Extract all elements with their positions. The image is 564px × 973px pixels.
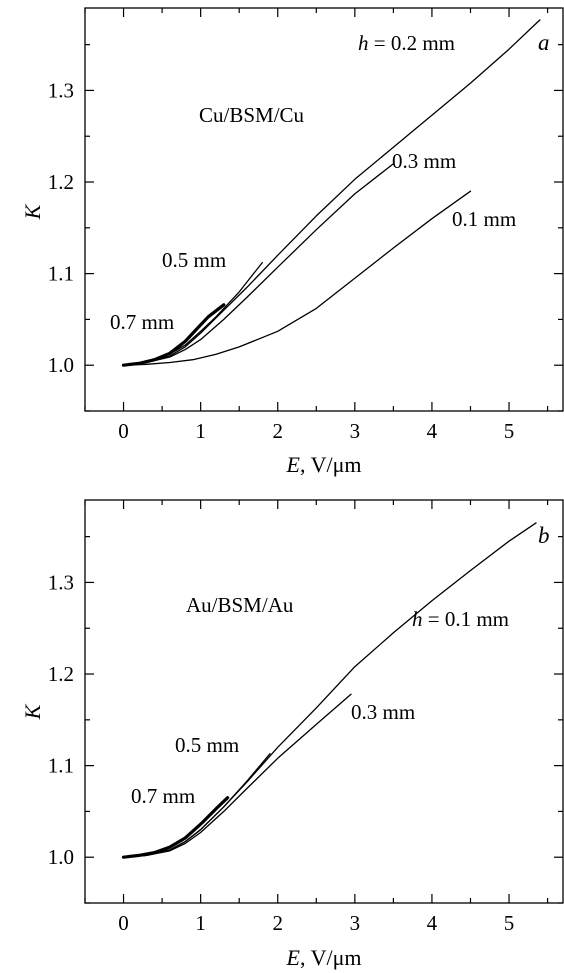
y-tick-label: 1.1 xyxy=(48,754,74,778)
x-tick-label: 2 xyxy=(272,911,283,935)
series-line-0.2mm xyxy=(122,19,541,366)
series-lines xyxy=(121,522,537,859)
series-label-0.2mm: h = 0.2 mm xyxy=(358,31,455,55)
material-label: Cu/BSM/Cu xyxy=(199,103,305,127)
x-tick-labels: 0 1 2 3 4 5 xyxy=(118,419,514,443)
series-label-0.5mm: 0.5 mm xyxy=(175,733,239,757)
x-axis-unit: , V/μm xyxy=(300,452,362,477)
plot-frame xyxy=(84,499,564,904)
chart-panel-b: 0 1 2 3 4 5 1.0 1.1 1.2 1.3 K E, V/μm b Au/BSM/A… xyxy=(20,499,564,970)
y-tick-label: 1.1 xyxy=(48,262,74,286)
series-lines xyxy=(121,19,541,367)
x-tick-label: 3 xyxy=(350,911,361,935)
y-tick-label: 1.0 xyxy=(48,845,74,869)
y-tick-labels: 1.0 1.1 1.2 1.3 xyxy=(48,78,74,377)
x-tick-label: 2 xyxy=(272,419,283,443)
axis-ticks xyxy=(84,8,563,412)
series-label-0.1mm: 0.1 mm xyxy=(452,207,516,231)
series-line-0.3mm xyxy=(122,693,352,858)
y-axis-label: K xyxy=(20,703,45,720)
material-label: Au/BSM/Au xyxy=(186,593,294,617)
y-tick-label: 1.0 xyxy=(48,353,74,377)
y-tick-label: 1.3 xyxy=(48,570,74,594)
axis-ticks xyxy=(84,500,563,904)
y-tick-label: 1.3 xyxy=(48,78,74,102)
series-line-0.7mm xyxy=(121,303,226,367)
x-tick-label: 0 xyxy=(118,419,129,443)
series-label-0.7mm: 0.7 mm xyxy=(110,310,174,334)
x-tick-label: 5 xyxy=(504,419,515,443)
x-tick-label: 4 xyxy=(427,911,438,935)
series-line-0.7mm xyxy=(121,796,230,859)
series-line-0.1mm xyxy=(122,190,472,366)
chart-panel-a: 0 1 2 3 4 5 1.0 1.1 1.2 1.3 K E, V/μm a Cu/BSM/C… xyxy=(20,7,564,477)
series-label-0.3mm: 0.3 mm xyxy=(392,149,456,173)
x-tick-label: 0 xyxy=(118,911,129,935)
x-tick-label: 1 xyxy=(195,419,206,443)
x-tick-labels: 0 1 2 3 4 5 xyxy=(118,911,514,935)
y-tick-labels: 1.0 1.1 1.2 1.3 xyxy=(48,570,74,869)
x-axis-unit: , V/μm xyxy=(300,945,362,970)
x-tick-label: 3 xyxy=(350,419,361,443)
x-axis-variable: E xyxy=(286,945,301,970)
x-tick-label: 1 xyxy=(195,911,206,935)
x-axis-label: E, V/μm xyxy=(286,945,362,970)
x-tick-label: 5 xyxy=(504,911,515,935)
y-tick-label: 1.2 xyxy=(48,662,74,686)
series-label-0.3mm: 0.3 mm xyxy=(351,700,415,724)
x-tick-label: 4 xyxy=(427,419,438,443)
panel-letter: b xyxy=(538,523,550,548)
series-line-0.3mm xyxy=(122,163,395,366)
y-tick-label: 1.2 xyxy=(48,170,74,194)
plot-frame xyxy=(84,7,564,412)
y-axis-label: K xyxy=(20,203,45,220)
series-label-0.7mm: 0.7 mm xyxy=(131,784,195,808)
x-axis-label: E, V/μm xyxy=(286,452,362,477)
series-label-0.5mm: 0.5 mm xyxy=(162,248,226,272)
series-label-0.1mm: h = 0.1 mm xyxy=(412,607,509,631)
x-axis-variable: E xyxy=(286,452,301,477)
panel-letter: a xyxy=(538,30,550,55)
